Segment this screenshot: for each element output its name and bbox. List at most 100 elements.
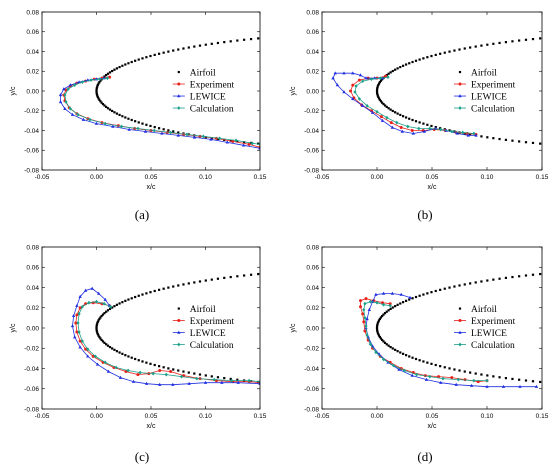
series-lewice-point <box>351 97 355 101</box>
series-airfoil-point <box>524 274 528 277</box>
series-airfoil-point <box>118 351 121 354</box>
series-calculation-point <box>80 80 84 85</box>
series-airfoil-point <box>153 289 156 293</box>
series-airfoil-point <box>546 143 548 145</box>
x-tick-label: 0.15 <box>536 174 549 181</box>
series-airfoil-point <box>463 370 466 373</box>
legend-airfoil-marker <box>177 70 180 74</box>
series-airfoil-point <box>381 338 384 342</box>
series-lewice-point <box>118 375 123 379</box>
series-airfoil-point <box>243 38 246 41</box>
series-lewice-point <box>58 93 63 97</box>
series-airfoil-point <box>130 356 133 359</box>
series-calculation-point <box>439 127 443 132</box>
series-airfoil-point <box>381 101 384 104</box>
series-lewice-point <box>78 294 82 298</box>
series-lewice-point <box>68 83 73 87</box>
series-lewice-point <box>63 106 67 110</box>
series-airfoil-point <box>377 95 380 99</box>
series-lewice-point <box>361 103 365 108</box>
series-airfoil-point <box>486 374 489 377</box>
series-airfoil-point <box>377 319 381 322</box>
series-airfoil-point <box>111 69 114 73</box>
series-airfoil-point <box>153 125 156 129</box>
y-tick-label: 0.02 <box>26 305 39 312</box>
series-experiment-point <box>75 313 79 317</box>
legend-calculation-marker <box>458 106 462 110</box>
series-calculation-point <box>80 304 84 309</box>
series-airfoil-point <box>531 37 535 41</box>
series-airfoil-point <box>145 56 148 59</box>
series-lewice-point <box>220 380 224 384</box>
series-airfoil-point <box>518 275 521 278</box>
series-calculation-point <box>152 128 156 133</box>
plot-frame <box>41 11 261 171</box>
series-airfoil-point <box>418 121 421 124</box>
series-airfoil-point <box>95 328 98 331</box>
series-airfoil-point <box>101 313 105 316</box>
series-airfoil-point <box>376 92 379 96</box>
series-lewice-point <box>365 316 369 321</box>
y-tick-label: -0.06 <box>24 148 39 155</box>
series-airfoil-point <box>376 329 379 333</box>
series-airfoil-point <box>469 371 472 374</box>
series-lewice-point <box>70 324 75 328</box>
series-airfoil-point <box>408 298 411 301</box>
series-airfoil-point <box>121 352 124 355</box>
series-airfoil-point <box>458 284 461 287</box>
series-airfoil-point <box>137 58 140 61</box>
series-lewice-point <box>466 133 470 137</box>
series-airfoil-point <box>426 292 429 295</box>
series-airfoil-point <box>106 344 110 347</box>
series-calculation-line <box>64 77 260 145</box>
legend-lewice-marker <box>458 94 462 98</box>
series-airfoil-point <box>141 57 144 60</box>
series-calculation-point <box>80 339 84 344</box>
series-airfoil-point <box>257 380 260 384</box>
series-airfoil-point <box>511 40 514 43</box>
series-experiment-point <box>399 126 403 130</box>
series-calculation-point <box>164 372 168 377</box>
series-calculation-point <box>218 136 222 141</box>
series-lewice-point <box>58 99 63 104</box>
y-tick-label: -0.04 <box>24 366 39 373</box>
series-lewice-point <box>78 345 82 349</box>
series-lewice-point <box>455 131 459 135</box>
series-airfoil-point <box>391 347 394 350</box>
series-lewice-line <box>332 72 476 136</box>
series-calculation-point <box>485 378 489 383</box>
series-experiment-point <box>363 329 367 333</box>
series-airfoil-point <box>439 127 442 130</box>
y-tick-label: -0.02 <box>304 108 319 115</box>
series-airfoil-point <box>162 128 165 131</box>
series-lewice-point <box>422 129 426 133</box>
series-lewice-point <box>77 80 81 84</box>
series-airfoil-point <box>492 42 495 45</box>
series-airfoil-point <box>430 54 433 58</box>
series-calculation-point <box>66 87 70 91</box>
series-airfoil-point <box>193 281 196 284</box>
series-airfoil-point <box>539 142 542 145</box>
series-airfoil-point <box>387 107 390 110</box>
series-airfoil-point <box>531 141 535 145</box>
series-airfoil-point <box>124 63 127 66</box>
x-tick-label: 0.15 <box>254 413 267 420</box>
series-airfoil-point <box>115 350 119 353</box>
series-calculation-point <box>87 300 91 305</box>
series-calculation-point <box>450 129 454 134</box>
series-airfoil-point <box>99 79 102 82</box>
legend-lewice-label: LEWICE <box>471 329 507 339</box>
series-lewice-line <box>72 288 260 386</box>
series-airfoil-point <box>216 41 220 45</box>
series-airfoil-point <box>236 275 239 278</box>
series-lewice-point <box>454 382 458 386</box>
series-airfoil-point <box>396 112 399 115</box>
series-airfoil-point <box>434 53 437 57</box>
series-airfoil-point <box>229 40 232 43</box>
x-tick-label: -0.05 <box>35 174 50 181</box>
series-calculation-point <box>456 377 460 382</box>
series-airfoil-point <box>130 60 133 64</box>
series-lewice-point <box>187 381 191 385</box>
series-airfoil-point <box>96 320 99 324</box>
series-lewice-point <box>364 76 368 80</box>
